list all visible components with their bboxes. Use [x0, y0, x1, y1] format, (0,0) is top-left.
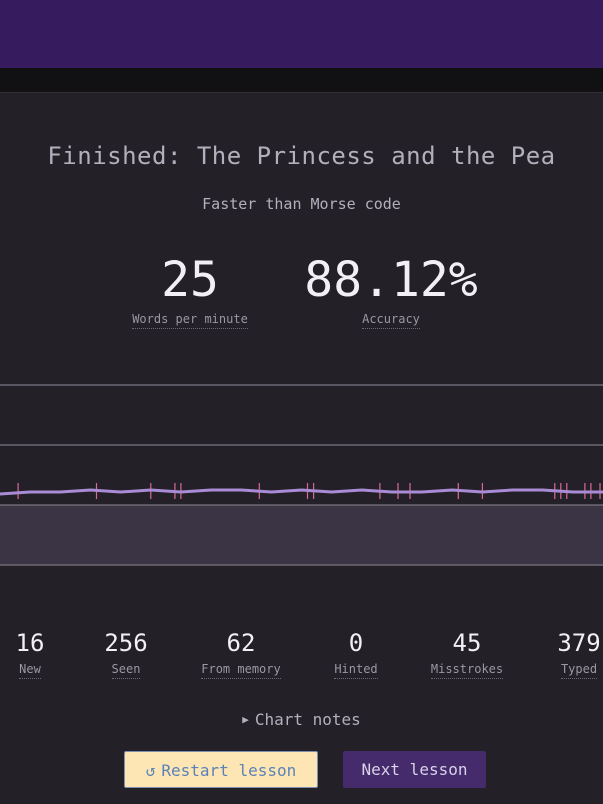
speed-comparison: Faster than Morse code: [202, 195, 401, 213]
restart-lesson-label: Restart lesson: [161, 761, 297, 780]
stat-label[interactable]: From memory: [201, 662, 281, 679]
stat-seen: 256 Seen: [71, 628, 181, 679]
stat-value: 62: [226, 629, 256, 657]
speed-chart: [0, 384, 603, 566]
stat-value: 256: [104, 629, 148, 657]
stat-typed: 379 Typed: [524, 628, 603, 679]
stat-new: 16 New: [0, 628, 85, 679]
stat-value: 0: [348, 629, 364, 657]
speed-series-line: [0, 488, 603, 496]
stat-label[interactable]: Seen: [111, 662, 141, 679]
stat-hinted: 0 Hinted: [301, 628, 411, 679]
wpm-label[interactable]: Words per minute: [132, 312, 248, 329]
stat-label[interactable]: Typed: [560, 662, 598, 679]
next-lesson-label: Next lesson: [361, 760, 468, 779]
accuracy-stat: 88.12% Accuracy: [300, 252, 482, 329]
stat-value: 379: [557, 629, 601, 657]
stat-misstrokes: 45 Misstrokes: [412, 628, 522, 679]
stat-from-memory: 62 From memory: [186, 628, 296, 679]
wpm-value: 25: [161, 252, 219, 308]
stat-label[interactable]: New: [19, 662, 41, 679]
chart-notes-label: Chart notes: [254, 710, 361, 729]
stat-label[interactable]: Misstrokes: [430, 662, 504, 679]
stat-value: 45: [452, 629, 482, 657]
next-lesson-button[interactable]: Next lesson: [343, 751, 486, 788]
accuracy-value: 88.12%: [304, 252, 478, 308]
finished-title: Finished: The Princess and the Pea: [47, 142, 556, 170]
stat-value: 16: [15, 629, 45, 657]
restart-lesson-button[interactable]: ↺ Restart lesson: [124, 751, 318, 788]
triangle-right-icon: ▶: [242, 713, 249, 726]
restart-icon: ↺: [145, 761, 156, 780]
stat-label[interactable]: Hinted: [334, 662, 378, 679]
accuracy-label[interactable]: Accuracy: [362, 312, 420, 329]
chart-notes-toggle[interactable]: ▶ Chart notes: [0, 710, 603, 729]
chart-lower-band: [0, 505, 603, 565]
results-panel: [0, 93, 603, 804]
app-header: [0, 0, 603, 68]
wpm-stat: 25 Words per minute: [122, 252, 258, 329]
lesson-toolbar: [0, 68, 603, 93]
